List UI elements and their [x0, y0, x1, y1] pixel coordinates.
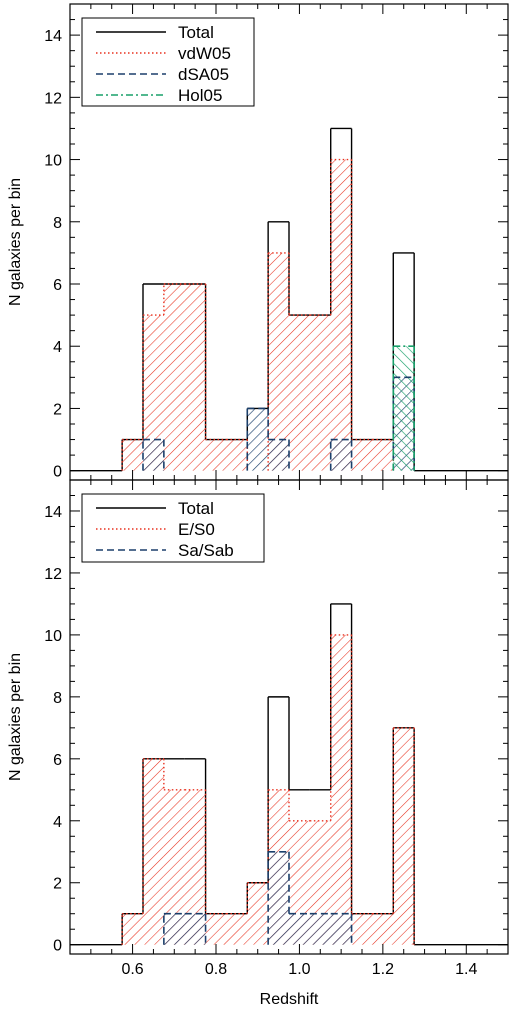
- x-axis: 0.6 0.8 1.0 1.2 1.4: [90, 480, 488, 978]
- y-tick-label: 12: [44, 566, 62, 583]
- legend-label: Total: [178, 499, 214, 518]
- y-tick-label: 0: [53, 938, 62, 955]
- y-tick-label: 0: [53, 464, 62, 481]
- hist-bar: [351, 913, 373, 945]
- y-tick-label: 10: [44, 628, 62, 645]
- series-outline-sa-sab: [163, 850, 353, 945]
- y-tick-label: 6: [53, 277, 62, 294]
- x-axis: [90, 4, 488, 480]
- panel-top: 0 2 4 6 8 10 12 14 N galaxies per bin Total vdW05 d…: [7, 3, 509, 481]
- hist-bar: [143, 758, 164, 945]
- hist-bar: [122, 439, 143, 471]
- legend: Total vdW05 dSA05 Hol05: [81, 17, 255, 107]
- hist-bar: [393, 727, 415, 945]
- y-axis-title: N galaxies per bin: [7, 653, 24, 781]
- x-tick-label: 0.8: [205, 961, 227, 978]
- y-tick-label: 2: [53, 876, 62, 893]
- legend: Total E/S0 Sa/Sab: [81, 493, 265, 563]
- hist-bar: [247, 408, 269, 471]
- hist-bar: [351, 439, 373, 471]
- y-tick-label: 10: [44, 153, 62, 170]
- hist-bar: [309, 315, 331, 471]
- x-tick-label: 0.6: [121, 961, 143, 978]
- y-axis: 0 2 4 6 8 10 12 14: [44, 19, 508, 481]
- hist-bar: [330, 913, 352, 945]
- hist-bar: [268, 851, 289, 945]
- hist-bar: [372, 439, 394, 471]
- hist-bar: [268, 439, 289, 471]
- series-outline-hol05: [392, 345, 415, 471]
- panel-bottom: 0 2 4 6 8 10 12 14 0.6 0.8 1.0 1.2 1.4 N galaxies per…: [7, 479, 509, 1008]
- y-tick-label: 4: [53, 814, 62, 831]
- hist-bar: [289, 315, 310, 471]
- series-outline-e-s0: [121, 634, 415, 945]
- hist-bar: [163, 284, 185, 471]
- hist-bar: [309, 913, 331, 945]
- y-tick-label: 14: [44, 504, 62, 521]
- legend-box: [81, 493, 265, 563]
- x-tick-label: 1.4: [455, 961, 477, 978]
- hist-bar: [184, 284, 206, 471]
- legend-label: vdW05: [178, 44, 231, 63]
- y-tick-label: 12: [44, 90, 62, 107]
- hist-bar: [184, 913, 206, 945]
- y-tick-label: 8: [53, 215, 62, 232]
- hist-bar: [226, 439, 248, 471]
- axes-frame: [69, 479, 509, 955]
- hist-bar: [330, 159, 352, 471]
- y-tick-label: 4: [53, 339, 62, 356]
- hist-bar: [330, 634, 352, 945]
- y-tick-label: 6: [53, 752, 62, 769]
- hist-bar: [122, 913, 143, 945]
- hist-bar: [330, 439, 352, 471]
- y-axis-title: N galaxies per bin: [7, 178, 24, 306]
- hist-bar: [184, 789, 206, 945]
- legend-label: E/S0: [178, 520, 215, 539]
- legend-label: Total: [178, 23, 214, 42]
- legend-label: Sa/Sab: [178, 541, 234, 560]
- hist-bar: [163, 913, 185, 945]
- hist-bar: [205, 439, 227, 471]
- legend-label: Hol05: [178, 86, 222, 105]
- y-tick-label: 2: [53, 401, 62, 418]
- x-tick-label: 1.0: [288, 961, 310, 978]
- hist-bar: [393, 346, 415, 471]
- x-axis-title: Redshift: [260, 991, 319, 1008]
- y-tick-label: 14: [44, 28, 62, 45]
- y-tick-label: 8: [53, 690, 62, 707]
- hist-bar: [247, 882, 269, 945]
- series-fill-sa-sab: [163, 851, 352, 945]
- hist-bar: [289, 913, 310, 945]
- series-fill-hol05: [393, 346, 415, 471]
- series-fill-vdw05: [122, 159, 394, 471]
- y-axis: 0 2 4 6 8 10 12 14: [44, 494, 508, 955]
- hist-bar: [143, 439, 164, 471]
- hist-bar: [163, 789, 185, 945]
- hist-bar: [143, 315, 164, 471]
- hist-bar: [205, 913, 227, 945]
- x-tick-label: 1.2: [372, 961, 394, 978]
- hist-bar: [268, 252, 289, 471]
- legend-label: dSA05: [178, 65, 229, 84]
- hist-bar: [372, 913, 394, 945]
- hist-bar: [226, 913, 248, 945]
